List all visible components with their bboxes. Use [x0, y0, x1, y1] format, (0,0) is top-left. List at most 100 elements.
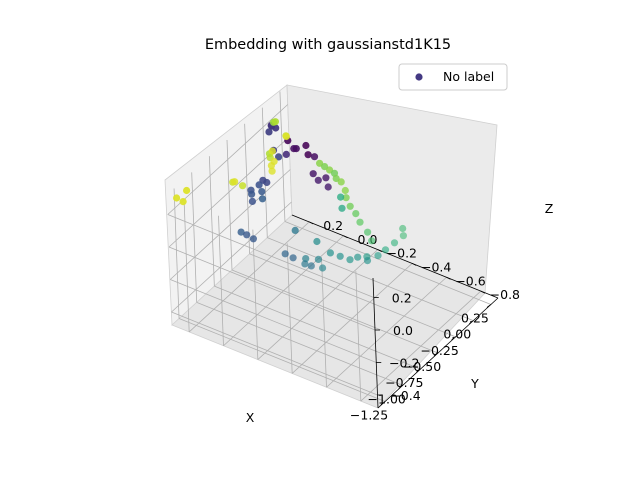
z-grid-line	[171, 311, 378, 396]
y-grid-line	[326, 276, 447, 388]
y-axis-label: Y	[470, 376, 479, 391]
legend-marker	[415, 73, 423, 81]
data-point	[173, 194, 181, 202]
data-point	[270, 157, 278, 165]
data-point	[290, 145, 298, 153]
data-point	[342, 194, 350, 202]
legend-box	[398, 63, 508, 91]
z-tick-label: −0.2	[389, 356, 419, 371]
y-grid-line-vertical	[286, 243, 293, 374]
x-grid-line-vertical	[173, 188, 180, 319]
z-grid-line	[168, 246, 376, 331]
data-point	[248, 190, 256, 198]
x-tick-label: −0.25	[420, 343, 458, 358]
data-point	[263, 178, 271, 187]
x-grid-line	[267, 237, 474, 322]
y-grid-line-vertical	[355, 271, 362, 402]
data-point	[346, 256, 354, 264]
y-grid-line	[360, 290, 482, 402]
data-point	[313, 237, 321, 246]
x-grid-line-vertical	[261, 107, 268, 238]
data-point	[291, 226, 299, 234]
legend: No label	[398, 63, 508, 91]
y-grid-line	[223, 235, 344, 347]
z-grid-line	[170, 279, 377, 363]
data-point	[363, 257, 372, 265]
data-point	[374, 252, 382, 260]
x-tick-label: −1.00	[368, 391, 406, 406]
data-point	[304, 151, 312, 159]
data-point	[248, 197, 256, 205]
z-grid-line-back	[169, 169, 291, 280]
x-tick-label: −0.75	[385, 375, 423, 390]
y-tick-label: −0.8	[490, 287, 520, 302]
x-tick-label: 0.25	[461, 310, 489, 325]
data-point	[319, 264, 327, 272]
grid-lines	[167, 91, 492, 402]
y-grid-line	[257, 249, 379, 360]
x-grid-line	[178, 318, 386, 402]
data-point	[310, 153, 319, 161]
data-point	[302, 255, 310, 263]
data-point	[231, 178, 239, 186]
x-grid-line	[214, 285, 421, 370]
data-point	[237, 228, 245, 236]
data-point	[249, 235, 257, 243]
y-grid-line-vertical	[218, 215, 224, 346]
data-point	[302, 141, 310, 150]
x-grid-line	[249, 253, 456, 338]
data-point	[322, 174, 330, 182]
chart-title: Embedding with gaussianstd1K15	[205, 37, 451, 53]
data-point	[381, 246, 390, 254]
x-grid-line	[231, 269, 439, 354]
y-grid-line	[188, 221, 310, 333]
data-point	[243, 231, 251, 239]
z-tick-label: 0.2	[392, 291, 412, 306]
data-point	[239, 182, 247, 190]
data-point	[338, 204, 346, 212]
data-point	[301, 260, 309, 268]
x-grid-line	[196, 301, 403, 386]
z-tick-label: −0.4	[390, 388, 420, 403]
z-axis-label: Z	[545, 201, 554, 216]
y-grid-line-vertical	[183, 201, 190, 332]
legend-label: No label	[443, 69, 494, 84]
data-point	[364, 228, 372, 236]
data-point	[368, 237, 376, 245]
data-point	[282, 132, 290, 141]
data-point	[346, 202, 354, 210]
axis-lines	[291, 214, 499, 409]
y-axis-line	[291, 214, 499, 299]
data-point	[390, 239, 399, 247]
x-tick-label: −0.50	[403, 359, 441, 374]
x-grid-line-vertical	[226, 139, 233, 271]
data-point	[336, 252, 344, 260]
data-point	[258, 188, 266, 196]
data-point	[307, 262, 315, 270]
data-point	[309, 170, 317, 178]
y-tick-label: 0.2	[323, 218, 343, 233]
data-point	[354, 253, 362, 261]
axes-panes	[164, 84, 498, 409]
data-point	[268, 167, 276, 175]
data-point	[399, 232, 407, 240]
data-point	[326, 249, 334, 257]
data-point	[314, 255, 322, 263]
z-axis-line	[372, 277, 379, 409]
data-point	[268, 147, 276, 155]
scatter-points	[173, 118, 407, 272]
y-tick-label: −0.6	[455, 273, 485, 288]
x-tick-label: 0.00	[443, 327, 471, 342]
data-point	[265, 128, 273, 136]
data-point	[258, 195, 267, 203]
x-axis-label: X	[246, 410, 255, 425]
x-grid-line-vertical	[191, 172, 198, 303]
data-point	[275, 153, 283, 161]
z-tick-label: 0.0	[393, 323, 413, 338]
z-grid-line-back	[171, 201, 292, 313]
data-point	[399, 224, 407, 233]
y-tick-label: −0.2	[387, 246, 417, 261]
y-grid-line-vertical	[321, 257, 327, 388]
data-point	[356, 218, 364, 226]
y-grid-line	[291, 263, 413, 374]
